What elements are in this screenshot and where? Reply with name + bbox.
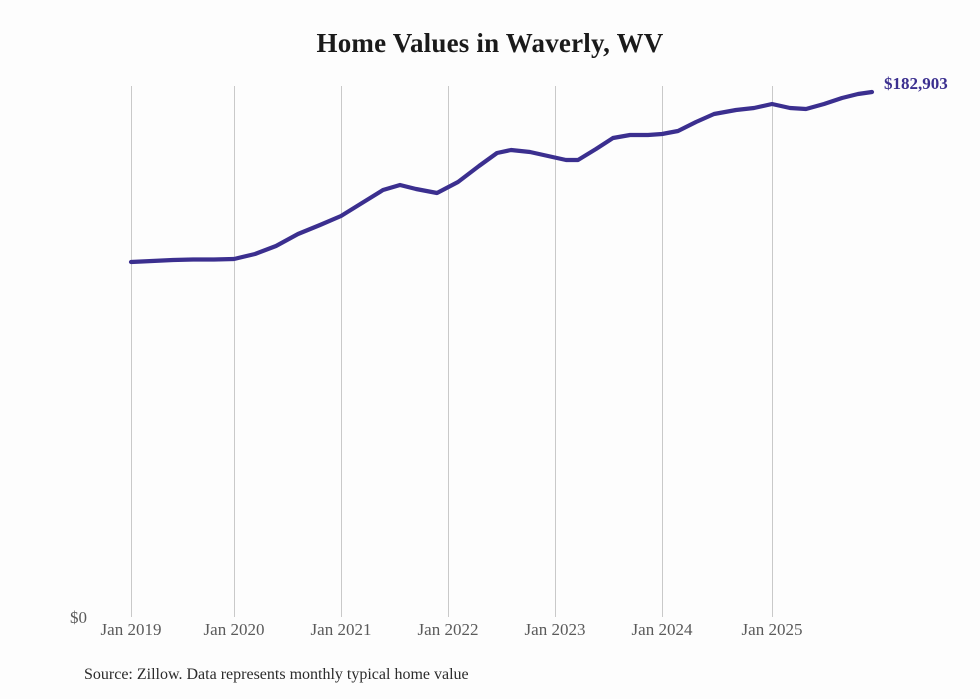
source-note: Source: Zillow. Data represents monthly … — [84, 666, 469, 683]
x-axis-tick-jan-2019: Jan 2019 — [100, 620, 162, 639]
page-title: Home Values in Waverly, WV — [316, 28, 664, 58]
x-axis-tick-jan-2020: Jan 2020 — [203, 620, 265, 639]
y-axis-tick-zero: $0 — [70, 608, 87, 627]
x-axis-tick-jan-2024: Jan 2024 — [631, 620, 693, 639]
grid-line — [555, 86, 556, 617]
x-axis-tick-jan-2025: Jan 2025 — [741, 620, 803, 639]
grid-line — [234, 86, 235, 617]
grid-line — [131, 86, 132, 617]
x-axis-tick-jan-2021: Jan 2021 — [310, 620, 372, 639]
line-series-path — [128, 89, 875, 265]
grid-line — [341, 86, 342, 617]
grid-line — [448, 86, 449, 617]
grid-line — [772, 86, 773, 617]
grid-line — [662, 86, 663, 617]
x-axis-tick-jan-2023: Jan 2023 — [524, 620, 586, 639]
end-value-annotation: $182,903 — [884, 74, 948, 93]
x-axis-tick-jan-2022: Jan 2022 — [417, 620, 479, 639]
